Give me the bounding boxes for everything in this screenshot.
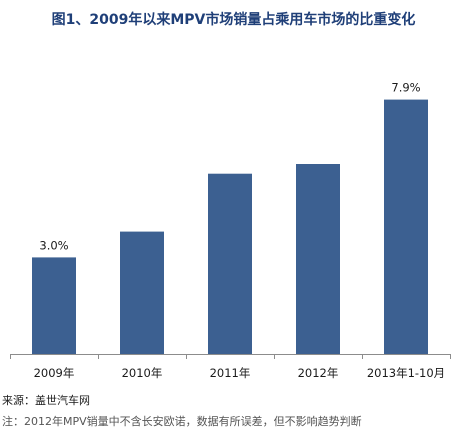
source-text: 来源：盖世汽车网 — [2, 394, 90, 407]
data-label: 3.0% — [39, 238, 68, 252]
bar-2 — [120, 231, 164, 354]
category-labels: 2009年 2010年 2011年 2012年 2013年1-10月 — [34, 366, 446, 380]
bar-5 — [384, 99, 428, 354]
note-text: 注：2012年MPV销量中不含长安欧诺，数据有所误差，但不影响趋势判断 — [2, 415, 362, 428]
data-label: 7.9% — [391, 81, 420, 95]
category-label: 2011年 — [210, 366, 251, 380]
category-label: 2013年1-10月 — [367, 366, 445, 380]
bar-chart: 2009年 2010年 2011年 2012年 2013年1-10月 3.0% 7.9% — [10, 81, 451, 380]
bar-1 — [32, 257, 76, 354]
bars-layer — [32, 99, 428, 354]
category-label: 2012年 — [298, 366, 339, 380]
bar-4 — [296, 164, 340, 354]
data-labels: 3.0% 7.9% — [39, 81, 420, 253]
category-label: 2009年 — [34, 366, 75, 380]
category-label: 2010年 — [122, 366, 163, 380]
chart-title: 图1、2009年以来MPV市场销量占乘用车市场的比重变化 — [51, 12, 416, 28]
x-axis-ticks — [10, 354, 451, 359]
bar-3 — [208, 173, 252, 354]
